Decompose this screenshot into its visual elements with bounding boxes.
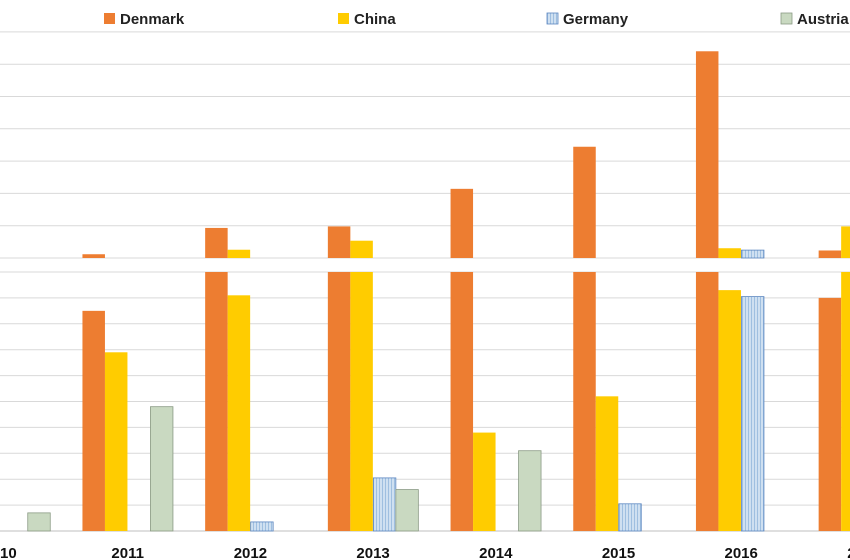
bar-denmark-2014-upper: [450, 188, 474, 258]
bar-denmark-2017-upper: [818, 250, 842, 258]
bar-denmark-2015-upper: [573, 146, 596, 258]
bar-china-2017: [841, 272, 850, 531]
legend-label-austria: Austria: [797, 11, 849, 28]
bar-denmark-2013-upper: [327, 226, 351, 258]
legend-swatch-china: [338, 13, 349, 24]
bar-denmark-2013: [327, 272, 351, 531]
x-tick-label: 2012: [234, 545, 267, 560]
upper-gridlines: [0, 31, 850, 259]
bar-austria-2011: [150, 406, 174, 532]
bars: [27, 51, 850, 532]
x-tick-labels: 2010 2011 2012 2013 2014 2015 2016 2017: [0, 545, 850, 560]
bar-china-2013-upper: [350, 240, 373, 258]
bar-china-2012: [227, 295, 251, 531]
bar-denmark-2012: [205, 272, 228, 531]
bar-denmark-2014: [450, 272, 474, 531]
bar-china-2014: [473, 432, 496, 531]
bar-china-2016: [718, 290, 741, 531]
bar-denmark-2016-upper: [695, 51, 719, 258]
x-tick-label: 2014: [479, 545, 513, 560]
bar-denmark-2011-upper: [82, 254, 105, 258]
legend-label-denmark: Denmark: [120, 11, 185, 28]
x-tick-label: 2017: [847, 545, 850, 560]
bar-germany-2016-upper: [741, 249, 765, 259]
bar-germany-2012: [250, 521, 274, 532]
bar-denmark-2017: [818, 297, 842, 531]
bar-china-2013: [350, 272, 373, 531]
bar-china-2011: [104, 352, 128, 531]
bar-germany-2013: [372, 477, 397, 532]
legend-label-germany: Germany: [563, 11, 629, 28]
x-tick-label: 2016: [725, 545, 758, 560]
bar-china-2012-upper: [227, 249, 251, 258]
bar-china-2017-upper: [841, 226, 850, 258]
bar-denmark-2015: [573, 272, 596, 531]
legend-swatch-germany: [546, 12, 559, 25]
bar-austria-2010: [27, 512, 51, 532]
bar-china-2015: [595, 396, 619, 531]
bar-austria-2014: [518, 450, 542, 532]
legend-swatch-austria: [780, 12, 793, 25]
x-tick-label: 2011: [111, 545, 144, 560]
legend-swatch-denmark: [104, 13, 115, 24]
x-tick-label: 2010: [0, 545, 17, 560]
bar-denmark-2016: [695, 272, 719, 531]
legend: Denmark China Germany Austria: [104, 11, 849, 28]
x-tick-label: 2015: [602, 545, 635, 560]
bar-denmark-2012-upper: [205, 227, 228, 258]
legend-label-china: China: [354, 11, 396, 28]
bar-china-2016-upper: [718, 248, 741, 258]
bar-austria-2013: [395, 489, 419, 532]
bar-germany-2016: [741, 296, 765, 532]
bar-denmark-2011: [82, 310, 105, 531]
x-tick-label: 2013: [356, 545, 389, 560]
bar-germany-2015: [618, 503, 642, 532]
